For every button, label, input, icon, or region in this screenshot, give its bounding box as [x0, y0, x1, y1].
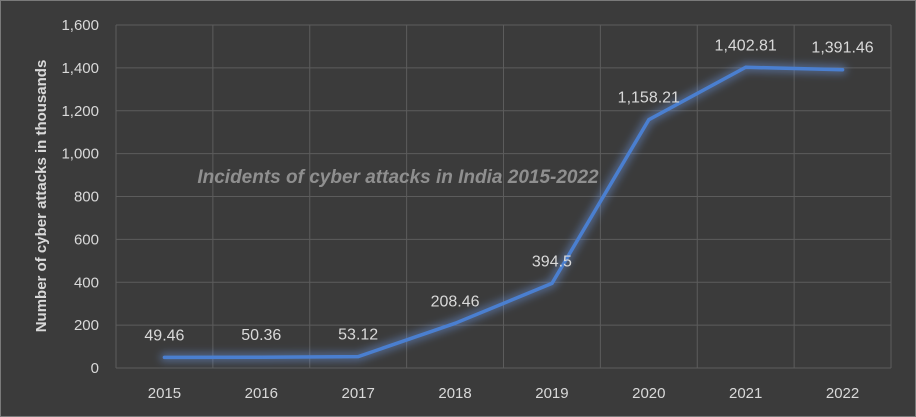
x-tick-label: 2021 [729, 385, 762, 402]
data-point [647, 118, 651, 122]
y-tick-label: 1,200 [61, 103, 99, 120]
data-label: 53.12 [338, 327, 378, 344]
data-point [162, 355, 166, 359]
x-tick-label: 2018 [438, 385, 471, 402]
x-tick-label: 2016 [245, 385, 278, 402]
y-tick-label: 1,000 [61, 146, 99, 163]
data-label: 1,402.81 [715, 37, 777, 54]
data-label: 208.46 [431, 293, 480, 310]
x-tick-label: 2015 [148, 385, 181, 402]
data-point [356, 355, 360, 359]
x-axis-ticks: 2015 2016 2017 2018 2019 2020 2021 2022 [148, 385, 860, 402]
y-tick-label: 400 [74, 274, 99, 291]
chart-title: Incidents of cyber attacks in India 2015… [197, 167, 599, 188]
y-tick-label: 1,400 [61, 60, 99, 77]
y-tick-label: 800 [74, 189, 99, 206]
data-label: 1,158.21 [618, 90, 680, 107]
data-point [550, 281, 554, 285]
gridlines [115, 24, 892, 369]
y-axis-title: Number of cyber attacks in thousands [33, 60, 50, 333]
data-point [453, 321, 457, 325]
data-point [841, 68, 845, 72]
y-tick-label: 1,600 [61, 17, 99, 34]
x-tick-label: 2020 [632, 385, 665, 402]
x-tick-label: 2019 [535, 385, 568, 402]
y-tick-label: 600 [74, 231, 99, 248]
data-point [744, 65, 748, 69]
y-axis-ticks: 0 200 400 600 800 1,000 1,200 1,400 1,600 [61, 17, 99, 377]
y-tick-label: 0 [91, 360, 99, 377]
data-label: 50.36 [241, 327, 281, 344]
series-layer [159, 62, 848, 362]
x-tick-label: 2022 [826, 385, 859, 402]
data-label: 1,391.46 [811, 40, 873, 57]
data-point [259, 355, 263, 359]
x-tick-label: 2017 [342, 385, 375, 402]
data-labels: 49.46 50.36 53.12 208.46 394.5 1,158.21 1,402.… [144, 37, 873, 344]
series-line [162, 65, 845, 360]
data-label: 49.46 [144, 327, 184, 344]
data-label: 394.5 [532, 253, 572, 270]
y-tick-label: 200 [74, 317, 99, 334]
